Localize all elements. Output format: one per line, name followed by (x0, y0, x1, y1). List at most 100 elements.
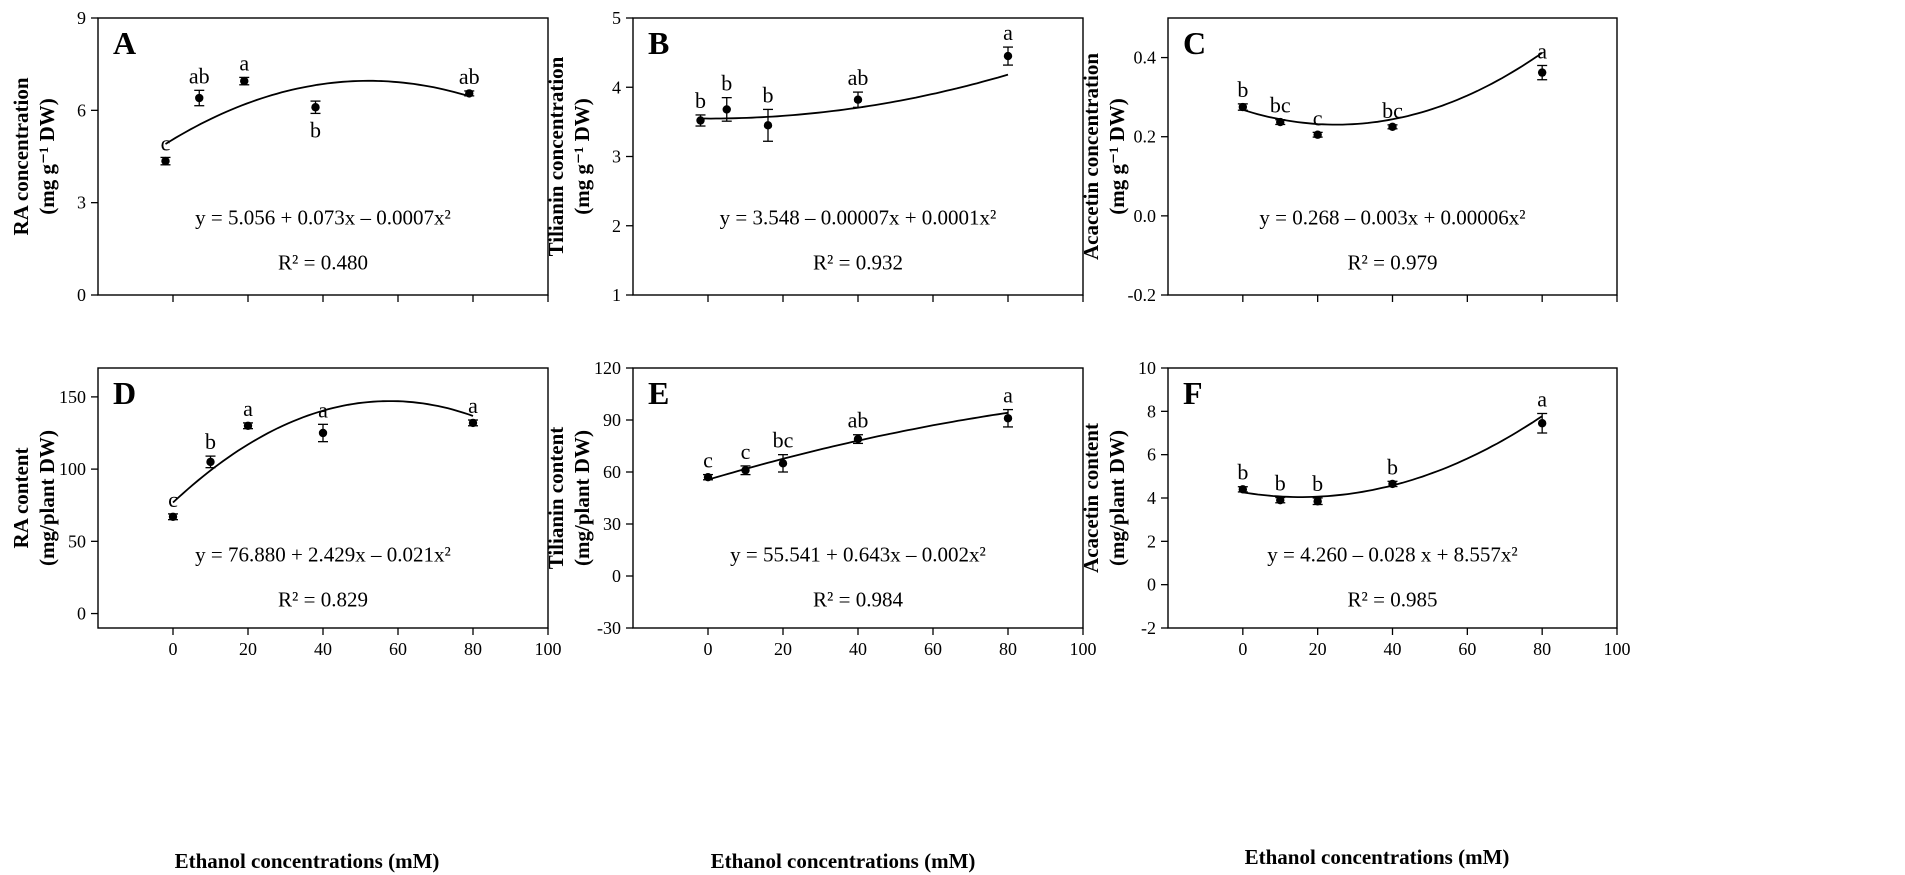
panel-e-xtick-label: 60 (924, 639, 942, 659)
panel-a-data-point (240, 76, 249, 86)
panel-b-ylabel-line2: (mg g⁻¹ DW) (570, 98, 594, 215)
panel-d-letter: D (113, 375, 136, 411)
panel-c-data-point (1313, 130, 1322, 139)
panel-b-sig-letter: a (1003, 20, 1013, 45)
panel-a-data-point (465, 89, 474, 98)
panel-d-sig-letter: c (168, 487, 178, 512)
panel-b-data-point (696, 116, 705, 125)
panel-b-r2: R² = 0.932 (813, 250, 903, 274)
panel-f-ylabel-line1: Acacetin content (1079, 423, 1103, 573)
panel-f-equation: y = 4.260 – 0.028 x + 8.557x² (1267, 543, 1517, 567)
panel-e-ytick-label: 90 (603, 410, 621, 430)
panel-b-ytick-label: 3 (612, 147, 621, 167)
panel-b-ytick-label: 2 (612, 216, 621, 236)
panel-e-equation: y = 55.541 + 0.643x – 0.002x² (730, 543, 986, 567)
panel-d-xtick-label: 80 (464, 639, 482, 659)
panel-b-fit-curve (700, 73, 1009, 120)
panel-d-ytick-label: 0 (77, 604, 86, 624)
panel-e-ytick-label: 120 (594, 358, 621, 378)
panel-b-ytick-label: 4 (612, 77, 621, 97)
panel-c-sig-letter: bc (1270, 93, 1291, 118)
panel-d-xtick-label: 0 (169, 639, 178, 659)
panel-e-letter: E (648, 375, 669, 411)
panel-a-sig-letter: b (310, 117, 321, 142)
panel-e-data-point (778, 459, 788, 468)
panel-f-sig-letter: a (1537, 387, 1547, 412)
panel-e-data-point (1003, 414, 1013, 423)
panel-e-ytick-label: 0 (612, 566, 621, 586)
panel-c-ylabel: Acacetin concentration(mg g⁻¹ DW) (1079, 53, 1129, 260)
panel-a-letter: A (113, 25, 136, 61)
panel-e-ytick-label: 60 (603, 462, 621, 482)
panel-f-sig-letter: b (1237, 460, 1248, 485)
panel-e-sig-letter: ab (848, 408, 869, 433)
panel-f-letter: F (1183, 375, 1203, 411)
panel-c-ytick-label: 0.4 (1134, 48, 1157, 68)
panel-e-data-point (741, 466, 750, 475)
panel-f-ytick-label: 6 (1147, 445, 1156, 465)
panel-d-xtick-label: 40 (314, 639, 332, 659)
panel-e-r2: R² = 0.984 (813, 588, 903, 612)
panel-f-ylabel-line2: (mg/plant DW) (1105, 430, 1129, 566)
panel-e: -30 0 30 60 90 120 0 20 40 60 80 100 Tilianin conten… (544, 358, 1097, 659)
panel-b-sig-letter: b (721, 71, 732, 96)
panel-c-ylabel-line1: Acacetin concentration (1079, 53, 1103, 260)
panel-f-ytick-label: 0 (1147, 575, 1156, 595)
panel-d-sig-letter: b (205, 429, 216, 454)
panel-d-xtick-label: 100 (535, 639, 562, 659)
panel-a-ytick-label: 9 (77, 8, 86, 28)
panel-c-equation: y = 0.268 – 0.003x + 0.00006x² (1259, 205, 1525, 229)
panel-a-ylabel-line2: (mg g⁻¹ DW) (35, 98, 59, 215)
panel-e-xtick-label: 100 (1070, 639, 1097, 659)
panel-c-sig-letter: c (1313, 105, 1323, 130)
panel-a-fit-curve (165, 79, 470, 145)
panel-d-ylabel: RA content(mg/plant DW) (9, 430, 59, 566)
panel-a-ytick-label: 6 (77, 100, 86, 120)
panel-e-xtick-label: 80 (999, 639, 1017, 659)
panel-a-sig-letter: c (161, 130, 171, 155)
panel-d-sig-letter: a (468, 393, 478, 418)
panel-c-ytick-label: 0.0 (1134, 206, 1157, 226)
panel-d-data-point (318, 428, 328, 438)
panel-e-sig-letter: c (703, 448, 713, 473)
panel-d-sig-letter: a (243, 396, 253, 421)
panel-f-data-point (1238, 485, 1248, 494)
panel-a-ytick-label: 3 (77, 193, 86, 213)
panel-f-ytick-label: 8 (1147, 401, 1156, 421)
panel-a-data-point (161, 156, 170, 166)
panel-f-ylabel: Acacetin content(mg/plant DW) (1079, 423, 1129, 573)
panel-d-xtick-label: 60 (389, 639, 407, 659)
panel-a-data-point (311, 103, 320, 112)
panel-e-data-point (703, 473, 713, 482)
panel-f-data-point (1537, 419, 1547, 428)
panel-f-ytick-label: 4 (1147, 488, 1156, 508)
panel-c-data-point (1238, 102, 1248, 112)
panel-c-r2: R² = 0.979 (1348, 250, 1438, 274)
panel-d-sig-letter: a (318, 397, 328, 422)
panel-e-ylabel-line1: Tilianin content (544, 427, 568, 570)
panel-c-sig-letter: bc (1382, 98, 1403, 123)
panel-f-ytick-label: 2 (1147, 531, 1156, 551)
panel-b-data-point (853, 95, 863, 104)
panel-b-sig-letter: ab (848, 65, 869, 90)
panel-b-ylabel: Tilianin concentration(mg g⁻¹ DW) (544, 56, 594, 256)
panel-d-data-point (168, 512, 178, 521)
panel-d-data-point (468, 418, 478, 428)
panel-f-data-point (1388, 479, 1397, 489)
panel-d-data-point (243, 421, 253, 430)
panel-a-equation: y = 5.056 + 0.073x – 0.0007x² (195, 205, 451, 229)
panel-f-ytick-label: -2 (1141, 618, 1156, 638)
panel-b-ylabel-line1: Tilianin concentration (544, 56, 568, 256)
x-axis-title-col3: Ethanol concentrations (mM) (1245, 845, 1510, 869)
panel-e-xtick-label: 20 (774, 639, 792, 659)
panel-a-sig-letter: ab (189, 63, 210, 88)
panel-c-sig-letter: b (1237, 77, 1248, 102)
panel-c-ytick-label: -0.2 (1128, 285, 1157, 305)
panel-a-ylabel-line1: RA concentration (9, 77, 33, 235)
panel-d-ytick-label: 100 (59, 459, 86, 479)
panel-c-data-point (1388, 122, 1397, 132)
panel-e-ytick-label: -30 (597, 618, 621, 638)
panel-c-letter: C (1183, 25, 1206, 61)
